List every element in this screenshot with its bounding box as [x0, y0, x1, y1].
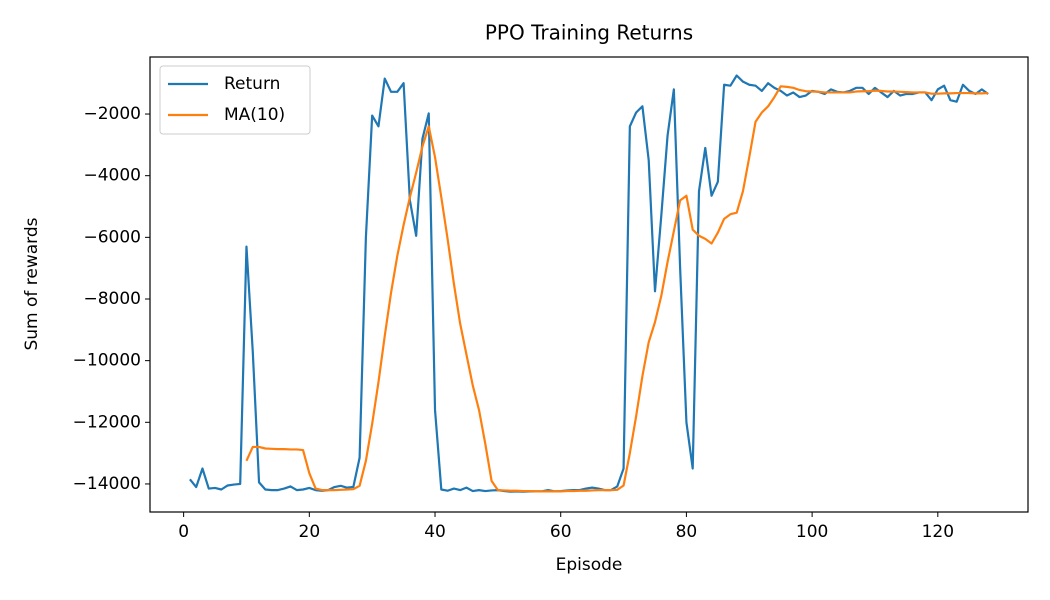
legend-label: MA(10)	[224, 105, 285, 125]
x-tick-label: 60	[550, 522, 572, 542]
x-tick-label: 0	[178, 522, 189, 542]
chart-title: PPO Training Returns	[485, 21, 693, 45]
y-tick-label: −14000	[73, 474, 141, 494]
series-line	[245, 85, 989, 493]
y-tick-label: −6000	[83, 227, 141, 247]
y-tick-label: −10000	[73, 351, 141, 371]
x-tick-label: 80	[676, 522, 698, 542]
y-tick-label: −12000	[73, 412, 141, 432]
y-tick-label: −4000	[83, 166, 141, 186]
y-tick-label: −8000	[83, 289, 141, 309]
x-tick-label: 100	[796, 522, 828, 542]
y-tick-label: −2000	[83, 104, 141, 124]
x-axis-label: Episode	[556, 555, 623, 575]
x-tick-label: 40	[424, 522, 446, 542]
plot-frame	[149, 56, 1029, 513]
legend-label: Return	[224, 74, 280, 94]
y-axis-label: Sum of rewards	[22, 217, 42, 350]
x-tick-label: 120	[922, 522, 954, 542]
legend: Return MA(10)	[159, 65, 311, 135]
x-tick-label: 20	[299, 522, 321, 542]
